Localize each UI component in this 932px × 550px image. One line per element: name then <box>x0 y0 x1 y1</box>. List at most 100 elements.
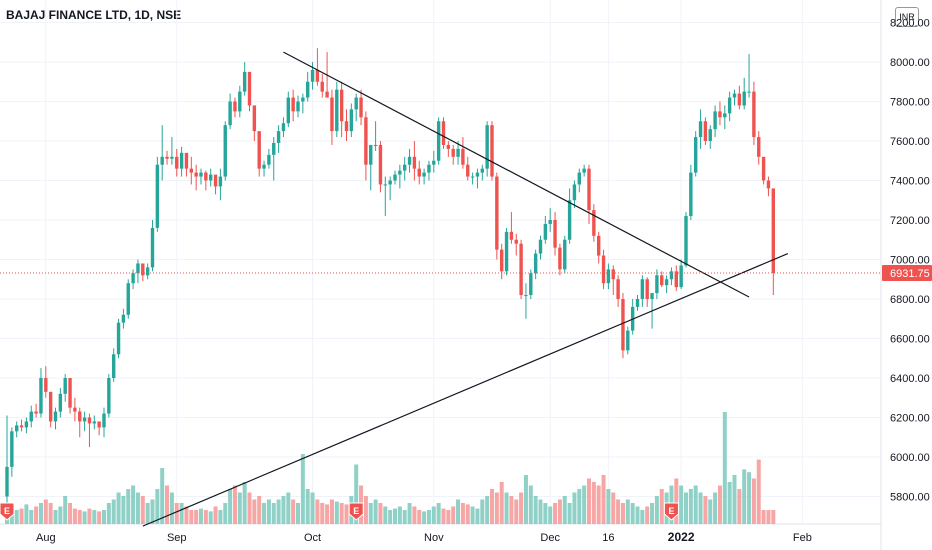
candle-body <box>34 411 38 414</box>
y-tick-label: 7400.00 <box>890 176 930 188</box>
candle-body <box>698 121 703 138</box>
candle <box>456 141 460 165</box>
volume-bar <box>87 508 92 524</box>
volume-bar <box>97 511 102 524</box>
volume-bar <box>315 499 320 524</box>
candle-body <box>456 148 460 157</box>
candle <box>383 176 387 217</box>
volume-bar <box>262 503 267 524</box>
volume-bar <box>329 499 334 524</box>
x-tick-label: 16 <box>602 532 614 544</box>
trendlines <box>142 51 789 527</box>
volume-bar <box>257 496 262 524</box>
candle-body <box>572 184 577 201</box>
candle-body <box>131 273 135 284</box>
earnings-marker: E <box>663 502 679 521</box>
candle <box>441 117 446 149</box>
candle <box>752 81 756 145</box>
candle <box>567 188 572 244</box>
candle <box>669 267 674 286</box>
candle-body <box>470 176 475 178</box>
candle <box>533 249 538 280</box>
y-tick-label: 7600.00 <box>890 136 930 148</box>
volume-bar <box>397 506 402 524</box>
currency-button[interactable]: INR <box>895 7 919 27</box>
candle-body <box>199 172 203 177</box>
candle <box>272 137 276 181</box>
candle <box>155 156 160 232</box>
volume-bar <box>291 499 296 524</box>
candle-body <box>349 109 354 132</box>
candle-body <box>650 293 654 299</box>
volume-bar <box>373 499 378 524</box>
candle <box>558 243 562 276</box>
candle <box>490 121 494 181</box>
candle <box>238 85 242 118</box>
candle-body <box>48 391 53 422</box>
volume-bar <box>58 506 63 524</box>
volume-bar <box>68 503 73 524</box>
candle-body <box>310 69 315 82</box>
candle-body <box>335 89 339 132</box>
candle <box>141 263 145 282</box>
candle-body <box>567 200 572 240</box>
volume-bar <box>203 510 208 524</box>
volume-bar <box>557 499 562 524</box>
candle <box>5 415 9 507</box>
volume-bar <box>761 510 766 524</box>
candle-body <box>24 421 29 428</box>
candle-body <box>10 431 14 467</box>
candle-body <box>276 131 281 143</box>
candle-body <box>480 168 484 173</box>
volume-bar <box>426 510 431 524</box>
candle-body <box>179 152 184 169</box>
candle <box>703 117 708 145</box>
candle-body <box>713 111 717 130</box>
candle <box>107 374 111 418</box>
candle <box>436 117 441 165</box>
candle-body <box>82 417 87 422</box>
candle <box>432 150 436 173</box>
candle-body <box>485 125 489 169</box>
candle-body <box>378 144 383 185</box>
candle-body <box>727 97 732 114</box>
volume-bar <box>533 496 538 524</box>
candle <box>422 168 426 185</box>
candle <box>466 156 470 181</box>
volume-bar <box>218 510 223 524</box>
candle-body <box>354 97 358 110</box>
earnings-label: E <box>353 506 359 516</box>
volume-bar <box>732 475 737 524</box>
candle-body <box>441 121 446 145</box>
volume-bar <box>611 492 616 524</box>
candle <box>427 160 431 181</box>
candle-body <box>407 156 412 165</box>
volume-bar <box>431 506 436 524</box>
candle-body <box>490 125 494 177</box>
candle <box>296 95 300 118</box>
volume-bar <box>48 503 53 524</box>
volume-bar <box>24 504 29 524</box>
candle-body <box>694 137 698 173</box>
candle <box>495 172 499 260</box>
volume-bar <box>441 508 446 524</box>
candle-body <box>752 91 756 138</box>
candle <box>116 318 121 359</box>
candle <box>359 89 363 126</box>
candle <box>242 62 247 96</box>
volume-bar <box>174 503 179 524</box>
volume-bar <box>228 489 233 524</box>
volume-bar <box>271 503 276 524</box>
volume-bar <box>77 510 82 524</box>
candle <box>315 48 320 86</box>
volume-bar <box>116 492 121 524</box>
candle <box>412 141 417 181</box>
candle <box>601 249 606 290</box>
volume-bar <box>465 504 470 524</box>
volume-bar <box>14 510 19 524</box>
candle-body <box>563 239 567 270</box>
candle-body <box>272 142 276 155</box>
volume-bar <box>276 499 281 524</box>
